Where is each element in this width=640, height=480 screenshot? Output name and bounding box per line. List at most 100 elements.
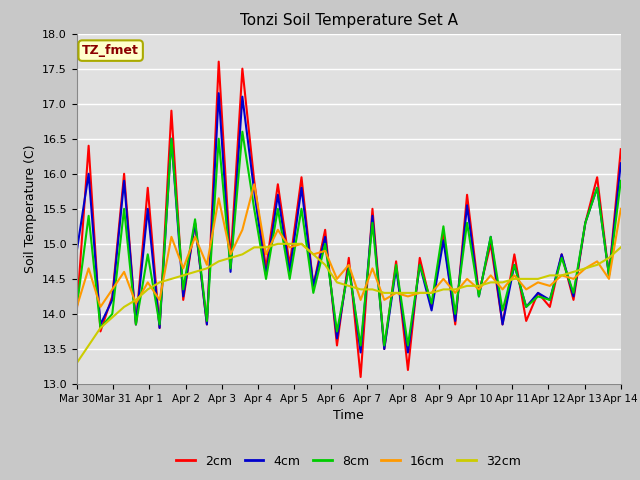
32cm: [179, 273, 187, 278]
32cm: [356, 287, 364, 292]
4cm: [416, 262, 424, 268]
Line: 2cm: 2cm: [77, 61, 621, 377]
2cm: [321, 227, 329, 233]
32cm: [191, 269, 199, 275]
8cm: [321, 241, 329, 247]
32cm: [97, 325, 104, 331]
4cm: [605, 273, 613, 278]
2cm: [345, 255, 353, 261]
4cm: [310, 283, 317, 289]
2cm: [310, 283, 317, 289]
16cm: [487, 273, 495, 278]
8cm: [440, 223, 447, 229]
8cm: [84, 213, 92, 219]
8cm: [546, 297, 554, 303]
4cm: [558, 252, 566, 257]
8cm: [463, 220, 471, 226]
Y-axis label: Soil Temperature (C): Soil Temperature (C): [24, 144, 36, 273]
4cm: [215, 90, 223, 96]
8cm: [203, 318, 211, 324]
2cm: [274, 181, 282, 187]
2cm: [499, 322, 506, 327]
32cm: [215, 258, 223, 264]
2cm: [428, 304, 435, 310]
16cm: [428, 290, 435, 296]
2cm: [203, 322, 211, 327]
4cm: [392, 265, 400, 271]
8cm: [262, 276, 270, 282]
16cm: [511, 273, 518, 278]
32cm: [593, 262, 601, 268]
8cm: [416, 262, 424, 268]
4cm: [298, 185, 305, 191]
32cm: [227, 255, 234, 261]
8cm: [144, 252, 152, 257]
32cm: [345, 283, 353, 289]
2cm: [262, 265, 270, 271]
8cm: [380, 343, 388, 348]
16cm: [345, 262, 353, 268]
4cm: [356, 349, 364, 355]
16cm: [380, 297, 388, 303]
8cm: [582, 220, 589, 226]
16cm: [168, 234, 175, 240]
32cm: [321, 262, 329, 268]
8cm: [179, 287, 187, 292]
2cm: [593, 174, 601, 180]
4cm: [286, 269, 294, 275]
8cm: [534, 293, 542, 300]
16cm: [250, 181, 258, 187]
16cm: [333, 276, 341, 282]
2cm: [475, 290, 483, 296]
16cm: [227, 252, 234, 257]
2cm: [380, 346, 388, 352]
32cm: [546, 273, 554, 278]
32cm: [570, 269, 577, 275]
2cm: [487, 241, 495, 247]
32cm: [168, 276, 175, 282]
4cm: [380, 346, 388, 352]
8cm: [428, 300, 435, 306]
8cm: [156, 322, 163, 327]
16cm: [286, 244, 294, 250]
Line: 8cm: 8cm: [77, 132, 621, 346]
16cm: [215, 195, 223, 201]
4cm: [84, 171, 92, 177]
32cm: [605, 255, 613, 261]
32cm: [239, 252, 246, 257]
4cm: [97, 322, 104, 327]
2cm: [522, 318, 530, 324]
4cm: [499, 322, 506, 327]
16cm: [440, 276, 447, 282]
32cm: [274, 241, 282, 247]
32cm: [262, 244, 270, 250]
32cm: [369, 287, 376, 292]
32cm: [487, 279, 495, 285]
2cm: [463, 192, 471, 198]
2cm: [582, 220, 589, 226]
4cm: [345, 262, 353, 268]
16cm: [108, 287, 116, 292]
32cm: [392, 290, 400, 296]
16cm: [132, 300, 140, 306]
8cm: [274, 206, 282, 212]
32cm: [404, 290, 412, 296]
16cm: [203, 262, 211, 268]
8cm: [345, 265, 353, 271]
32cm: [522, 276, 530, 282]
8cm: [333, 328, 341, 334]
4cm: [239, 94, 246, 99]
16cm: [404, 293, 412, 300]
16cm: [522, 287, 530, 292]
32cm: [286, 241, 294, 247]
4cm: [404, 349, 412, 355]
2cm: [298, 174, 305, 180]
16cm: [239, 227, 246, 233]
4cm: [487, 234, 495, 240]
8cm: [168, 136, 175, 142]
8cm: [227, 265, 234, 271]
16cm: [605, 276, 613, 282]
4cm: [203, 322, 211, 327]
4cm: [262, 273, 270, 278]
16cm: [84, 265, 92, 271]
